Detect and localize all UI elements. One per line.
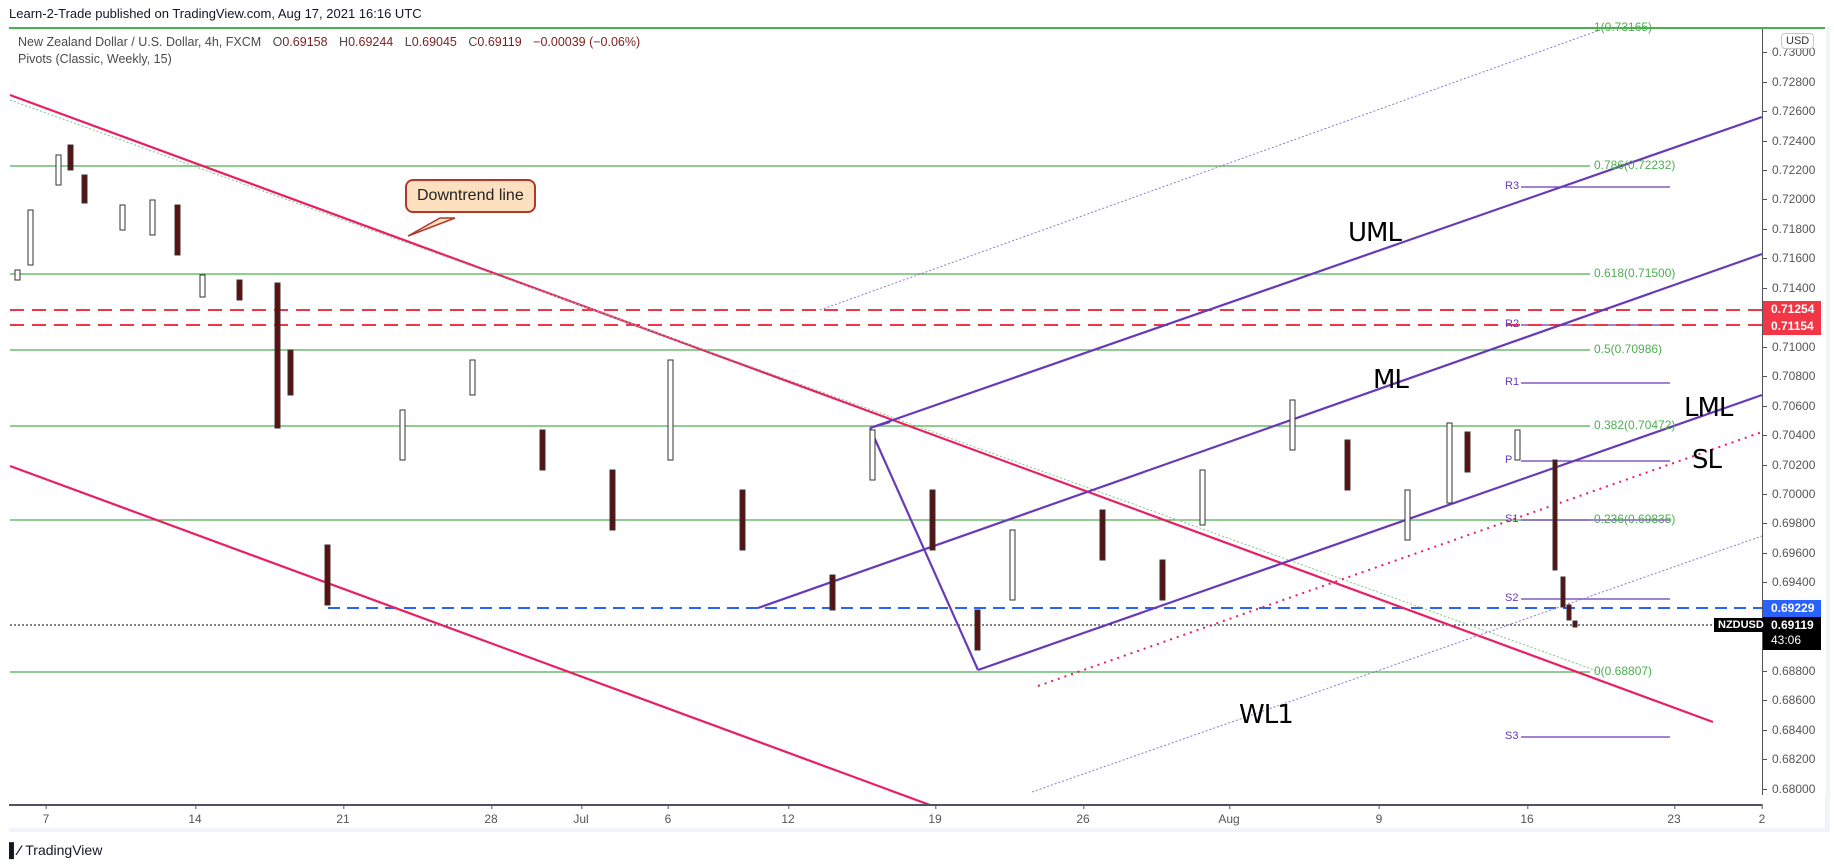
callout-pointer <box>407 217 456 237</box>
fib-05: 0.5(0.70986) <box>1594 342 1663 356</box>
price-tick: 0.71000 <box>1761 340 1816 354</box>
pivot-p: P <box>1505 454 1513 466</box>
currency-badge[interactable]: USD <box>1781 33 1815 49</box>
downtrend-callout[interactable]: Downtrend line <box>405 179 536 213</box>
pivot-s3: S3 <box>1505 730 1519 742</box>
time-tick: 26 <box>1076 804 1090 826</box>
price-tick: 0.71600 <box>1761 251 1816 265</box>
pivot-r1: R1 <box>1505 376 1520 388</box>
support-tag: 0.69229 <box>1763 600 1821 617</box>
price-tick: 0.68600 <box>1761 693 1816 707</box>
price-tick: 0.72000 <box>1761 192 1816 206</box>
price-tick: 0.69600 <box>1761 546 1816 560</box>
time-tick: 21 <box>336 804 350 826</box>
frame-border <box>1825 27 1830 832</box>
time-tick: 2 <box>1758 804 1766 826</box>
high-value: 0.69244 <box>348 35 394 49</box>
publish-info: Learn-2-Trade published on TradingView.c… <box>9 6 422 21</box>
close-value: 0.69119 <box>477 35 522 49</box>
fib-extension-dotted <box>819 29 1601 311</box>
open-label: O <box>272 35 283 49</box>
resistance-high-tag: 0.71254 <box>1763 301 1821 318</box>
label-sl[interactable]: SL <box>1692 445 1722 475</box>
high-label: H <box>339 35 349 49</box>
frame-border <box>9 828 1825 832</box>
last-price-tag: 0.69119 43:06 <box>1763 617 1821 650</box>
label-lml[interactable]: LML <box>1684 393 1733 423</box>
price-axis[interactable] <box>1762 29 1826 795</box>
symbol-description[interactable]: New Zealand Dollar / U.S. Dollar, 4h, FX… <box>18 35 262 49</box>
label-uml[interactable]: UML <box>1348 218 1402 248</box>
label-ml[interactable]: ML <box>1373 365 1409 395</box>
price-tick: 0.68000 <box>1761 782 1816 796</box>
downtrend-channel <box>9 93 1714 807</box>
pivot-s2: S2 <box>1505 592 1519 604</box>
price-tick: 0.68400 <box>1761 723 1816 737</box>
price-tick: 0.71800 <box>1761 222 1816 236</box>
price-tick: 0.70400 <box>1761 428 1816 442</box>
indicator-pivots[interactable]: Pivots (Classic, Weekly, 15) <box>18 52 172 66</box>
fib-retracement <box>10 27 1595 673</box>
time-tick: Aug <box>1218 804 1240 826</box>
price-tick: 0.70800 <box>1761 369 1816 383</box>
tradingview-logo-icon[interactable]: ▌⁄ <box>9 842 20 858</box>
price-tick: 0.72600 <box>1761 104 1816 118</box>
price-tick: 0.68200 <box>1761 752 1816 766</box>
resistance-zone <box>10 309 1762 326</box>
candlesticks <box>14 144 1578 651</box>
pivot-r2: R2 <box>1505 318 1520 330</box>
price-tick: 0.70000 <box>1761 487 1816 501</box>
price-tick: 0.69800 <box>1761 516 1816 530</box>
low-label: L <box>404 35 412 49</box>
low-value: 0.69045 <box>411 35 457 49</box>
pivot-r3: R3 <box>1505 180 1520 192</box>
time-tick: Jul <box>573 804 589 826</box>
chart-legend: New Zealand Dollar / U.S. Dollar, 4h, FX… <box>18 34 640 68</box>
symbol-tag: NZDUSD <box>1714 618 1768 632</box>
close-label: C <box>468 35 478 49</box>
time-tick: 7 <box>42 804 50 826</box>
time-tick: 14 <box>188 804 202 826</box>
tradingview-brand[interactable]: TradingView <box>25 842 103 858</box>
fib-0786: 0.786(0.72232) <box>1594 158 1676 172</box>
symbol-line: New Zealand Dollar / U.S. Dollar, 4h, FX… <box>18 34 640 51</box>
fib-0618: 0.618(0.71500) <box>1594 266 1676 280</box>
fib-0236: 0.236(0.69835) <box>1594 512 1676 526</box>
price-tick: 0.72800 <box>1761 75 1816 89</box>
change-value: −0.00039 (−0.06%) <box>533 35 641 49</box>
pivot-lines <box>1521 186 1670 738</box>
price-tick: 0.72400 <box>1761 134 1816 148</box>
time-tick: 23 <box>1667 804 1681 826</box>
price-tick: 0.68800 <box>1761 664 1816 678</box>
time-tick: 19 <box>928 804 942 826</box>
time-tick: 9 <box>1375 804 1383 826</box>
time-axis[interactable] <box>9 804 1762 830</box>
time-tick: 6 <box>664 804 672 826</box>
time-tick: 16 <box>1520 804 1534 826</box>
fib-1: 1(0.73165) <box>1594 20 1653 34</box>
fib-trend-dotted <box>9 99 1601 673</box>
bar-countdown: 43:06 <box>1771 633 1802 647</box>
pitchfork <box>757 115 1763 672</box>
pivot-s1: S1 <box>1505 513 1519 525</box>
footer: ▌⁄ TradingView <box>9 842 102 858</box>
time-tick: 12 <box>781 804 795 826</box>
open-value: 0.69158 <box>282 35 328 49</box>
price-tick: 0.71400 <box>1761 281 1816 295</box>
sliding-line <box>1037 431 1763 687</box>
last-price-value: 0.69119 <box>1771 618 1814 632</box>
price-tick: 0.70200 <box>1761 458 1816 472</box>
fib-0382: 0.382(0.70472) <box>1594 418 1676 432</box>
label-wl1[interactable]: WL1 <box>1239 700 1294 730</box>
warning-line-1 <box>1031 535 1763 793</box>
fib-0: 0(0.68807) <box>1594 664 1653 678</box>
resistance-low-tag: 0.71154 <box>1763 318 1821 335</box>
price-tick: 0.69400 <box>1761 575 1816 589</box>
price-tick: 0.72200 <box>1761 163 1816 177</box>
price-tick: 0.70600 <box>1761 399 1816 413</box>
time-tick: 28 <box>484 804 498 826</box>
